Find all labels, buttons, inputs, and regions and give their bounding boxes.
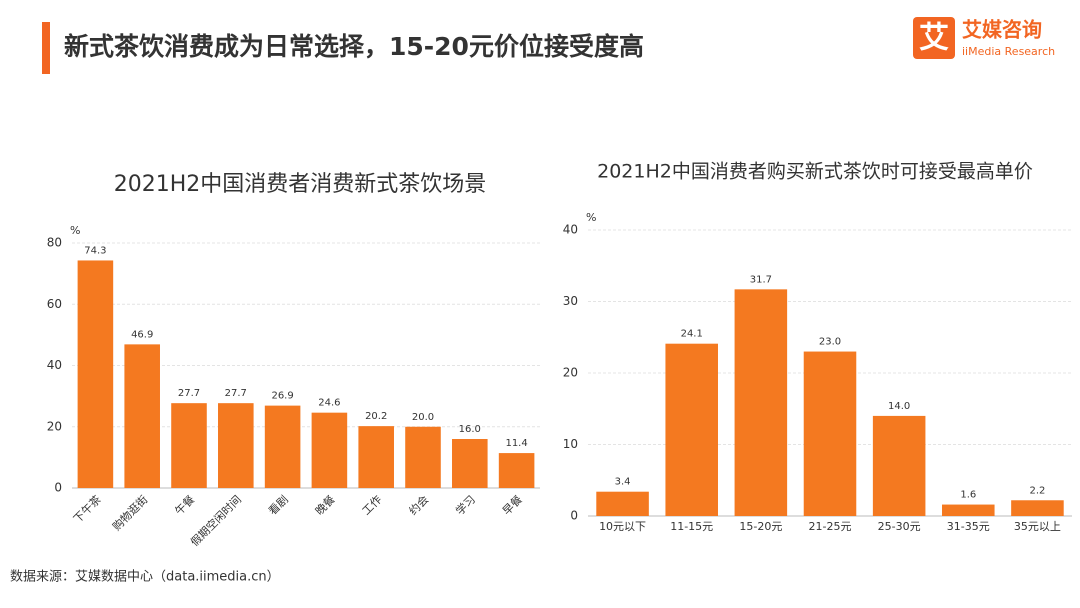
bar (358, 426, 394, 488)
value-label: 1.6 (960, 490, 976, 501)
bar (405, 426, 441, 488)
bar (218, 403, 254, 488)
x-tick-label: 21-25元 (809, 520, 852, 533)
bar (311, 412, 348, 488)
bar (171, 403, 207, 488)
bar (803, 351, 857, 516)
value-label: 2.2 (1029, 485, 1045, 496)
value-label: 27.7 (225, 388, 247, 399)
y-tick-label: 0 (54, 481, 62, 495)
value-label: 20.2 (365, 411, 387, 422)
logo-name: 艾媒咨询 (962, 18, 1042, 42)
source: 数据来源：艾媒数据中心（data.iimedia.cn） (10, 570, 280, 585)
value-label: 23.0 (819, 337, 841, 348)
value-label: 46.9 (131, 329, 153, 340)
value-label: 3.4 (615, 477, 631, 488)
x-tick-label: 35元以上 (1014, 520, 1061, 533)
logo-sub: iiMedia Research (962, 45, 1055, 58)
title-accent (42, 22, 50, 74)
x-tick-label: 10元以下 (599, 520, 646, 533)
chart-title: 2021H2中国消费者购买新式茶饮时可接受最高单价 (597, 161, 1033, 183)
y-tick-label: 0 (570, 509, 578, 523)
value-label: 20.0 (412, 412, 434, 423)
y-tick-label: 40 (47, 358, 62, 372)
y-tick-label: 40 (563, 223, 578, 237)
bar (264, 405, 301, 488)
page-title: 新式茶饮消费成为日常选择，15-20元价位接受度高 (64, 32, 644, 61)
bar (872, 415, 926, 516)
x-tick-label: 15-20元 (739, 520, 782, 533)
y-tick-label: 20 (47, 419, 62, 433)
x-tick-label: 11-15元 (670, 520, 713, 533)
y-axis-unit: % (70, 224, 80, 237)
bar (734, 289, 788, 516)
value-label: 11.4 (505, 438, 527, 449)
bar (942, 504, 995, 516)
y-tick-label: 20 (563, 366, 578, 380)
bar (452, 439, 488, 488)
x-tick-label: 31-35元 (947, 520, 990, 533)
y-axis-unit: % (586, 211, 596, 224)
y-tick-label: 30 (563, 294, 578, 308)
value-label: 24.6 (318, 398, 340, 409)
value-label: 74.3 (84, 245, 106, 256)
value-label: 31.7 (750, 274, 772, 285)
value-label: 27.7 (178, 388, 200, 399)
value-label: 14.0 (888, 401, 910, 412)
chart-title: 2021H2中国消费者消费新式茶饮场景 (114, 172, 487, 197)
logo-mark-bg (913, 17, 955, 59)
bar (596, 491, 649, 516)
value-label: 24.1 (681, 329, 703, 340)
bar (77, 260, 114, 488)
bar (124, 344, 160, 488)
value-label: 16.0 (459, 424, 481, 435)
bar (1011, 500, 1064, 516)
y-tick-label: 10 (563, 437, 578, 451)
x-tick-label: 25-30元 (878, 520, 921, 533)
bar (665, 343, 718, 516)
y-tick-label: 80 (47, 236, 62, 250)
value-label: 26.9 (271, 391, 293, 402)
y-tick-label: 60 (47, 297, 62, 311)
logo-mark: 艾 (919, 21, 949, 56)
bar (498, 453, 535, 488)
